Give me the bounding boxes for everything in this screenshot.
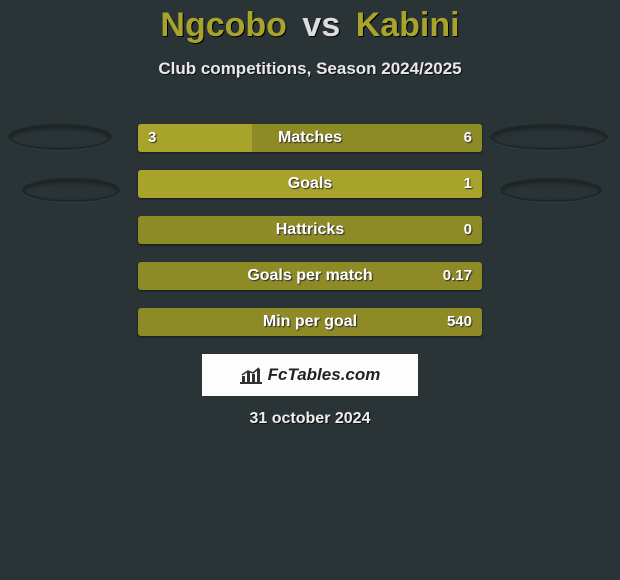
stat-right-value: 6 [464, 124, 472, 152]
stat-row: Goals per match0.17 [138, 262, 482, 290]
stat-right-value: 1 [464, 170, 472, 198]
avatar-placeholder [8, 124, 112, 150]
comparison-widget: Ngcobo vs Kabini Club competitions, Seas… [0, 0, 620, 580]
stat-label: Goals [138, 170, 482, 198]
player1-name: Ngcobo [160, 6, 287, 44]
stat-row: Min per goal540 [138, 308, 482, 336]
stat-bars: 3Matches6 Goals1 Hattricks0 Goals per match… [138, 124, 482, 354]
brand-badge[interactable]: FcTables.com [202, 354, 418, 396]
stat-label: Min per goal [138, 308, 482, 336]
avatar-placeholder [22, 178, 120, 202]
stat-row: Hattricks0 [138, 216, 482, 244]
stat-label: Goals per match [138, 262, 482, 290]
snapshot-date: 31 october 2024 [0, 410, 620, 428]
stat-label: Hattricks [138, 216, 482, 244]
chart-icon [240, 366, 262, 384]
brand-text: FcTables.com [268, 365, 381, 385]
player2-name: Kabini [356, 6, 460, 44]
stat-right-value: 0 [464, 216, 472, 244]
stat-label: Matches [138, 124, 482, 152]
stat-row: 3Matches6 [138, 124, 482, 152]
stat-row: Goals1 [138, 170, 482, 198]
avatar-placeholder [500, 178, 602, 202]
page-title: Ngcobo vs Kabini [0, 0, 620, 45]
title-vs: vs [302, 6, 340, 44]
stat-right-value: 540 [447, 308, 472, 336]
stat-right-value: 0.17 [443, 262, 472, 290]
avatar-placeholder [490, 124, 608, 150]
subtitle: Club competitions, Season 2024/2025 [0, 59, 620, 79]
